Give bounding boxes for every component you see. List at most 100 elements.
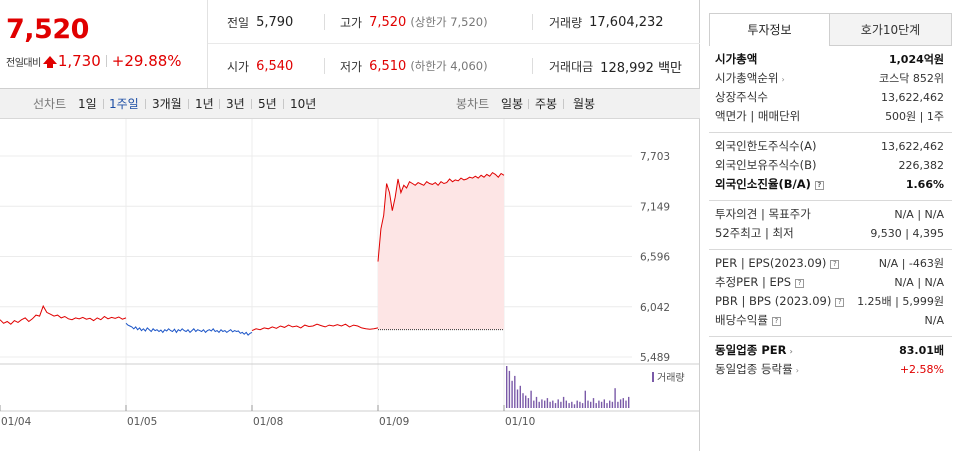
period-5y[interactable]: 5년 <box>258 97 277 111</box>
prev-close-value: 5,790 <box>256 14 294 30</box>
info-row: 외국인소진율(B/A)? 1.66% <box>709 175 952 194</box>
volume-bar <box>546 398 549 408</box>
y-tick-label: 5,489 <box>640 352 670 364</box>
help-icon[interactable]: ? <box>835 298 845 307</box>
period-3y[interactable]: 3년 <box>226 97 245 111</box>
info-row: 추정PER | EPS? N/A | N/A <box>709 273 952 292</box>
volume-bar <box>522 393 524 408</box>
volume-value: 17,604,232 <box>589 14 664 30</box>
volume-bar <box>576 400 578 408</box>
info-row[interactable]: 시가총액순위 › 코스닥 852위 <box>709 69 952 88</box>
divider <box>324 14 325 30</box>
upper-limit: (상한가 7,520) <box>410 15 488 29</box>
help-icon[interactable]: ? <box>814 181 824 190</box>
line-chart-label: 선차트 <box>33 97 67 111</box>
y-tick-label: 6,042 <box>640 302 670 314</box>
info-value: 13,622,462 <box>881 140 944 153</box>
volume-bar <box>592 398 595 408</box>
open-cell: 시가 6,540 <box>227 44 293 88</box>
info-value: N/A <box>924 314 944 327</box>
info-value: N/A | -463원 <box>878 257 944 270</box>
open-label: 시가 <box>227 59 250 74</box>
x-tick-label: 01/09 <box>379 416 409 428</box>
amount-value: 128,992 백만 <box>600 60 682 76</box>
volume-bar <box>611 401 614 408</box>
lower-limit: (하한가 4,060) <box>410 59 488 73</box>
info-row: PER | EPS(2023.09)? N/A | -463원 <box>709 254 952 273</box>
amount-cell: 거래대금 128,992 백만 <box>549 44 682 88</box>
volume-bar <box>506 366 508 408</box>
info-value: 1.25배 | 5,999원 <box>857 295 944 308</box>
info-row: 배당수익률? N/A <box>709 311 952 330</box>
help-icon[interactable]: ? <box>830 260 840 269</box>
volume-bar <box>549 401 551 408</box>
up-arrow-icon <box>42 56 57 68</box>
volume-bar <box>600 401 603 408</box>
info-row[interactable]: 동일업종 PER › 83.01배 <box>709 341 952 360</box>
price-chart[interactable]: 7,703 7,149 6,596 6,042 5,489 01/04 01/05 01/08… <box>0 119 700 451</box>
y-tick-label: 7,703 <box>640 151 670 163</box>
help-icon[interactable]: ? <box>771 317 781 326</box>
volume-bar <box>614 388 616 408</box>
info-row: 시가총액 1,024억원 <box>709 50 952 69</box>
summary-row: 전일 5,790 고가 7,520 (상한가 7,520) 거래량 17,604… <box>208 0 700 44</box>
volume-bar <box>579 401 581 408</box>
info-label: 시가총액 <box>715 52 758 66</box>
info-label: 상장주식수 <box>715 90 768 104</box>
info-label: 외국인한도주식수(A) <box>715 139 817 153</box>
info-value: 83.01배 <box>899 344 944 357</box>
info-label: 외국인소진율(B/A)? <box>715 175 824 194</box>
chevron-right-icon: › <box>795 366 799 375</box>
volume-bar <box>598 400 600 408</box>
volume-bar <box>554 403 557 408</box>
tab-investment-info[interactable]: 투자정보 <box>709 13 830 46</box>
price-chart-svg: 7,703 7,149 6,596 6,042 5,489 01/04 01/05 01/08… <box>0 119 700 428</box>
info-row[interactable]: 동일업종 등락률 › +2.58% <box>709 360 952 379</box>
price-box: 7,520 전일대비 1,730 +29.88% <box>0 0 208 88</box>
volume-bar <box>595 403 597 408</box>
volume-bar <box>541 399 543 408</box>
info-label: 투자의견 | 목표주가 <box>715 207 811 221</box>
volume-bar <box>538 401 540 408</box>
volume-bar <box>560 401 562 408</box>
period-1d[interactable]: 1일 <box>78 97 97 111</box>
high-cell: 고가 7,520 (상한가 7,520) <box>340 0 488 44</box>
volume-bar <box>514 375 516 408</box>
info-label: 동일업종 PER › <box>715 343 793 357</box>
info-value: 9,530 | 4,395 <box>870 227 944 240</box>
info-row: PBR | BPS (2023.09)? 1.25배 | 5,999원 <box>709 292 952 311</box>
divider <box>528 99 529 109</box>
volume-bar <box>527 398 530 408</box>
info-row: 외국인보유주식수(B) 226,382 <box>709 156 952 175</box>
period-3m[interactable]: 3개월 <box>152 97 182 111</box>
info-value: 13,622,462 <box>881 91 944 104</box>
info-label: 배당수익률? <box>715 311 781 330</box>
chart-period-bar: 선차트 1일 1주일 3개월 1년 3년 5년 10년 봉차트 일봉 주봉 월봉 <box>0 88 700 119</box>
volume-bar <box>568 403 570 408</box>
low-cell: 저가 6,510 (하한가 4,060) <box>340 44 488 88</box>
volume-bar <box>508 370 511 408</box>
summary-row: 시가 6,540 저가 6,510 (하한가 4,060) 거래대금 128,9… <box>208 44 700 88</box>
tab-order-book[interactable]: 호가10단계 <box>829 13 952 46</box>
volume-bar <box>544 400 546 408</box>
volume-cell: 거래량 17,604,232 <box>549 0 664 44</box>
period-10y[interactable]: 10년 <box>290 97 317 111</box>
info-row: 52주최고 | 최저 9,530 | 4,395 <box>709 224 952 243</box>
volume-bar <box>573 404 576 408</box>
open-value: 6,540 <box>256 58 294 74</box>
info-value: 1,024억원 <box>888 53 944 66</box>
info-row: 상장주식수 13,622,462 <box>709 88 952 107</box>
candle-weekly[interactable]: 주봉 <box>535 97 558 111</box>
help-icon[interactable]: ? <box>795 279 805 288</box>
volume-bar <box>525 395 527 408</box>
volume-bar <box>617 401 619 408</box>
divider <box>219 99 220 109</box>
candle-monthly[interactable]: 월봉 <box>573 97 596 111</box>
investment-info-panel: 투자정보 호가10단계 시가총액 1,024억원 시가총액순위 › 코스닥 852위 상장… <box>709 13 952 451</box>
candle-daily[interactable]: 일봉 <box>501 97 524 111</box>
period-1y[interactable]: 1년 <box>195 97 214 111</box>
period-1w[interactable]: 1주일 <box>109 97 139 111</box>
info-value: N/A | N/A <box>894 208 944 221</box>
amount-label: 거래대금 <box>549 59 594 74</box>
